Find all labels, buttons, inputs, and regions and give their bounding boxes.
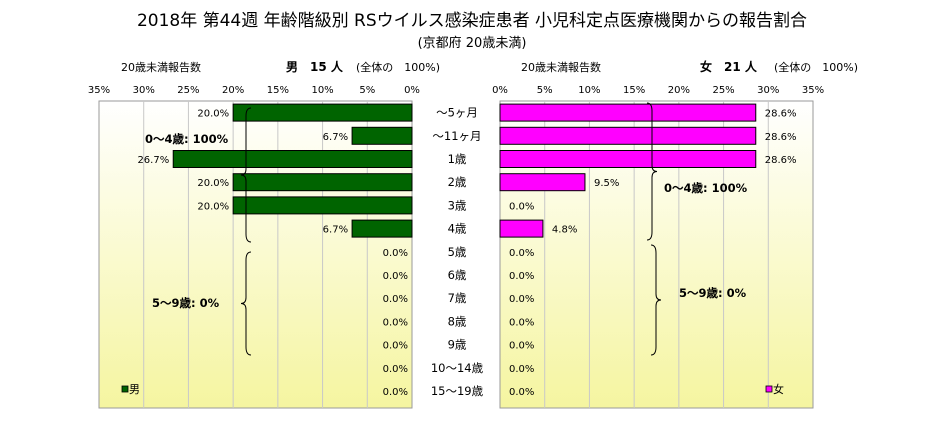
male-0-4-annotation: 0～4歳: 100% [145, 132, 229, 146]
category-label: 8歳 [448, 314, 467, 328]
female-bar [499, 173, 586, 192]
female-count-label: 20歳未満報告数 [521, 61, 601, 74]
female-data-label: 0.0% [509, 294, 534, 305]
category-label: ～11ヶ月 [432, 129, 481, 143]
male-5-9-brace [240, 251, 252, 356]
category-label: 5歳 [448, 245, 467, 259]
female-tick-label: 35% [802, 85, 824, 96]
male-legend-swatch [121, 385, 129, 393]
male-tick-label: 5% [359, 85, 375, 96]
male-bar [232, 173, 413, 192]
male-data-label: 0.0% [383, 387, 408, 398]
category-label: 2歳 [448, 175, 467, 189]
male-tick-label: 10% [311, 85, 333, 96]
female-tick-label: 20% [668, 85, 690, 96]
male-0-4-brace [240, 107, 252, 243]
female-data-label: 28.6% [765, 155, 797, 166]
female-data-label: 0.0% [509, 341, 534, 352]
female-bar [499, 219, 544, 238]
female-legend-swatch [765, 385, 773, 393]
male-tick-label: 20% [222, 85, 244, 96]
male-data-label: 6.7% [323, 225, 348, 236]
female-0-4-annotation: 0～4歳: 100% [664, 181, 748, 195]
male-data-label: 0.0% [383, 364, 408, 375]
female-total-note: (全体の 100%) [774, 61, 859, 74]
male-data-label: 20.0% [197, 109, 229, 120]
male-data-label: 20.0% [197, 201, 229, 212]
male-bar [172, 150, 413, 168]
female-bar [499, 150, 757, 168]
male-tick-label: 15% [267, 85, 289, 96]
male-5-9-annotation: 5～9歳: 0% [152, 296, 220, 310]
male-count-label: 20歳未満報告数 [121, 61, 201, 74]
female-5-9-annotation: 5～9歳: 0% [679, 286, 747, 300]
female-data-label: 0.0% [509, 364, 534, 375]
category-label: 10～14歳 [431, 361, 484, 375]
category-label: 7歳 [448, 291, 467, 305]
male-data-label: 26.7% [137, 155, 169, 166]
female-data-label: 0.0% [509, 317, 534, 328]
female-data-label: 28.6% [765, 109, 797, 120]
chart-subtitle: (京都府 20歳未満) [417, 36, 527, 51]
category-label: 3歳 [448, 198, 467, 212]
male-data-label: 0.0% [383, 271, 408, 282]
female-data-label: 4.8% [552, 225, 577, 236]
male-tick-label: 0% [404, 85, 420, 96]
male-data-label: 0.0% [383, 294, 408, 305]
male-data-label: 0.0% [383, 341, 408, 352]
female-tick-label: 30% [757, 85, 779, 96]
category-label: ～5ヶ月 [436, 106, 478, 120]
male-total-note: (全体の 100%) [356, 61, 441, 74]
male-gender-count: 男 15 人 [286, 60, 343, 74]
male-data-label: 20.0% [197, 178, 229, 189]
female-0-4-brace [646, 102, 658, 241]
female-tick-label: 25% [712, 85, 734, 96]
category-label: 6歳 [448, 268, 467, 282]
male-plot-area [98, 100, 413, 409]
female-gender-count: 女 21 人 [700, 60, 757, 74]
chart-title: 2018年 第44週 年齢階級別 RSウイルス感染症患者 小児科定点医療機関から… [136, 11, 808, 31]
male-bar [351, 219, 413, 238]
female-legend-label: 女 [773, 382, 784, 396]
male-tick-label: 25% [177, 85, 199, 96]
female-data-label: 0.0% [509, 387, 534, 398]
male-data-label: 0.0% [383, 248, 408, 259]
female-tick-label: 15% [623, 85, 645, 96]
female-data-label: 0.0% [509, 201, 534, 212]
male-bar [232, 196, 413, 215]
category-label: 4歳 [448, 222, 467, 236]
female-tick-label: 5% [537, 85, 553, 96]
category-label: 1歳 [448, 152, 467, 166]
category-label: 9歳 [448, 338, 467, 352]
female-bar [499, 126, 757, 145]
male-data-label: 6.7% [323, 132, 348, 143]
male-bar [232, 103, 413, 122]
male-tick-label: 35% [88, 85, 110, 96]
female-tick-label: 0% [492, 85, 508, 96]
female-5-9-brace [650, 244, 662, 356]
male-tick-label: 30% [133, 85, 155, 96]
female-data-label: 28.6% [765, 132, 797, 143]
male-bar [351, 126, 413, 145]
male-data-label: 0.0% [383, 317, 408, 328]
male-legend-label: 男 [129, 383, 140, 396]
female-tick-label: 10% [578, 85, 600, 96]
category-label: 15～19歳 [431, 384, 484, 398]
female-data-label: 0.0% [509, 248, 534, 259]
female-bar [499, 103, 757, 122]
female-data-label: 0.0% [509, 271, 534, 282]
female-data-label: 9.5% [594, 178, 619, 189]
